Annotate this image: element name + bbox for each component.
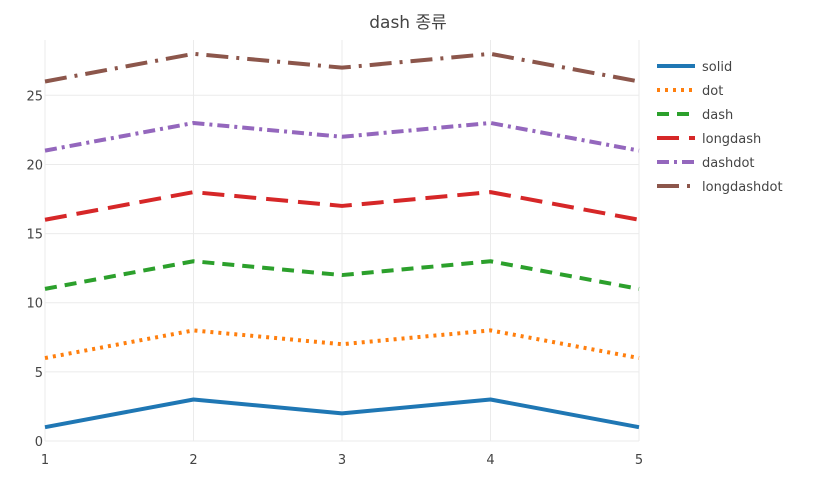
legend-item-dot[interactable]: dot xyxy=(657,84,723,99)
legend-item-solid[interactable]: solid xyxy=(657,60,732,75)
y-tick-label: 25 xyxy=(26,89,43,104)
x-tick-label: 1 xyxy=(41,453,49,468)
x-tick-label: 2 xyxy=(189,453,197,468)
series-line-solid xyxy=(44,397,640,430)
legend-item-longdash[interactable]: longdash xyxy=(657,132,761,147)
legend-label: solid xyxy=(702,60,732,75)
legend-label: dashdot xyxy=(702,156,755,171)
y-tick-label: 10 xyxy=(26,297,43,312)
x-tick-label: 5 xyxy=(635,453,643,468)
legend-item-longdashdot[interactable]: longdashdot xyxy=(657,180,783,195)
chart-title: dash 종류 xyxy=(369,13,447,33)
y-tick-label: 15 xyxy=(26,228,43,243)
series-line-longdash xyxy=(44,190,640,222)
y-tick-label: 20 xyxy=(26,158,43,173)
y-tick-label: 0 xyxy=(35,435,43,450)
x-axis-ticks: 1 2 3 4 5 xyxy=(41,453,643,468)
legend-label: dash xyxy=(702,108,733,123)
grid-lines xyxy=(44,40,640,442)
x-tick-label: 3 xyxy=(338,453,346,468)
y-axis-ticks: 0 5 10 15 20 25 xyxy=(26,89,43,450)
legend-item-dash[interactable]: dash xyxy=(657,108,733,123)
series-line-longdashdot xyxy=(44,51,640,84)
legend-item-dashdot[interactable]: dashdot xyxy=(657,156,755,171)
series-line-dashdot xyxy=(44,120,640,153)
y-tick-label: 5 xyxy=(35,366,43,381)
legend[interactable]: solid dot dash longdash dashdot longdashdot xyxy=(657,60,783,195)
series-lines xyxy=(44,51,640,430)
legend-label: longdash xyxy=(702,132,761,147)
x-tick-label: 4 xyxy=(486,453,494,468)
legend-label: longdashdot xyxy=(702,180,783,195)
legend-label: dot xyxy=(702,84,723,99)
series-line-dash xyxy=(44,259,640,291)
